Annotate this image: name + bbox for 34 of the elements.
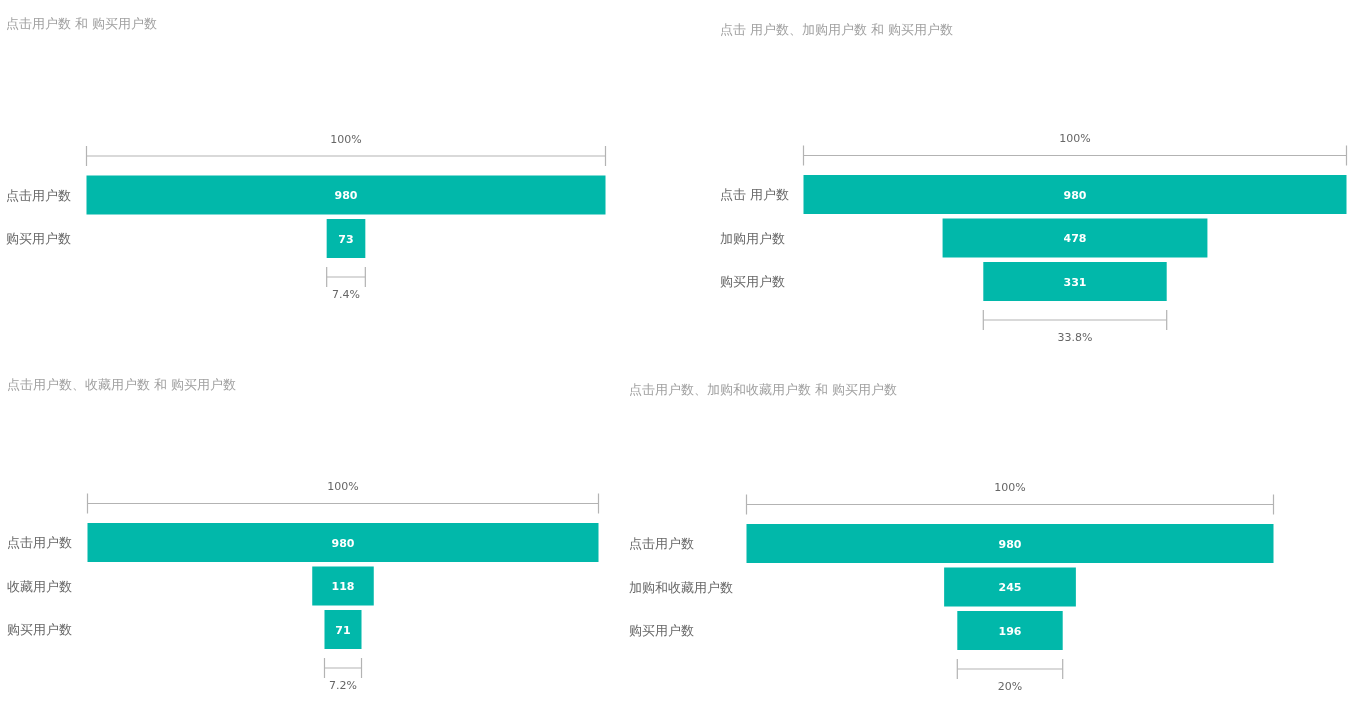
text: 点击用户数、加购和收藏用户数 和 购买用户数: [628, 382, 897, 397]
text: 点击用户数 和 购买用户数: [5, 16, 157, 31]
category-label: 购买用户数: [6, 622, 72, 637]
text: 33.8%: [1057, 331, 1093, 344]
category-label: 收藏用户数: [6, 578, 72, 594]
text: 7.4%: [332, 288, 360, 301]
data-label: 118: [331, 580, 355, 593]
category-label: 购买用户数: [719, 274, 785, 289]
category-label: 加购和收藏用户数: [628, 579, 733, 595]
category-label: 点击用户数: [628, 536, 694, 551]
category-label: 点击 用户数: [719, 187, 789, 202]
data-label: 478: [1063, 232, 1087, 245]
text: 点击 用户数、加购用户数 和 购买用户数: [719, 22, 953, 37]
data-label: 331: [1063, 275, 1087, 289]
text: 100%: [994, 481, 1026, 494]
category-label: 点击用户数: [5, 187, 71, 203]
data-label: 73: [338, 232, 354, 246]
data-label: 245: [998, 581, 1022, 594]
data-label: 980: [331, 536, 355, 550]
data-label: 71: [335, 623, 351, 637]
text: 100%: [330, 132, 362, 146]
category-label: 购买用户数: [628, 623, 694, 638]
text: 100%: [1059, 132, 1091, 145]
data-label: 980: [998, 537, 1022, 551]
data-label: 980: [1063, 188, 1087, 202]
text: 20%: [997, 680, 1023, 693]
category-label: 购买用户数: [5, 231, 71, 246]
data-label: 980: [334, 189, 358, 202]
text: 7.2%: [329, 679, 357, 692]
category-label: 加购用户数: [719, 230, 785, 246]
category-label: 点击用户数: [6, 535, 72, 550]
text: 点击用户数、收藏用户数 和 购买用户数: [6, 377, 236, 392]
data-label: 196: [998, 624, 1022, 638]
text: 100%: [327, 480, 359, 493]
